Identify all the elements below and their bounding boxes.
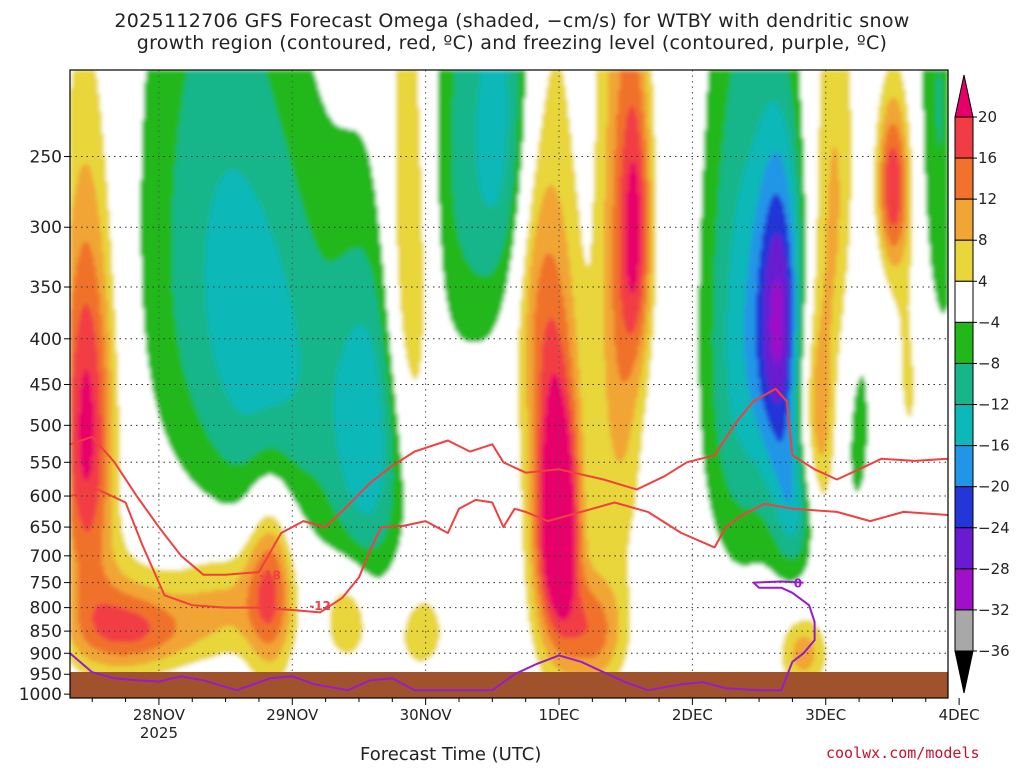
chart-subtitle: growth region (contoured, red, ºC) and f… <box>136 32 888 54</box>
x-axis-label: Forecast Time (UTC) <box>360 744 542 765</box>
colorbar-band <box>954 239 974 282</box>
y-tick-label: 500 <box>30 416 62 436</box>
y-axis: 2503003504004505005506006507007508008509… <box>19 148 70 705</box>
x-tick-label: 2DEC <box>672 706 713 724</box>
colorbar-label: −4 <box>978 313 1000 331</box>
y-tick-label: 650 <box>30 518 62 538</box>
colorbar-label: −36 <box>978 642 1010 660</box>
y-tick-label: 950 <box>30 665 62 685</box>
y-tick-label: 700 <box>30 547 62 567</box>
colorbar-label: −20 <box>978 478 1010 496</box>
colorbar-band <box>954 280 974 323</box>
colorbar-label: −12 <box>978 396 1010 414</box>
omega-field-image <box>70 70 948 698</box>
contour-label: -18 <box>259 569 281 583</box>
colorbar-band <box>954 527 974 570</box>
contour-line-0 <box>70 580 816 692</box>
y-tick-label: 400 <box>30 330 62 350</box>
colorbar-band <box>954 445 974 488</box>
x-tick-label: 28NOV <box>133 706 186 724</box>
colorbar-band <box>954 404 974 447</box>
colorbar-label: 20 <box>978 108 997 126</box>
colorbar-bottom-arrow <box>954 650 974 694</box>
y-tick-label: 550 <box>30 453 62 473</box>
y-tick-label: 900 <box>30 644 62 664</box>
colorbar-label: 8 <box>978 231 988 249</box>
contour-line--12 <box>70 488 948 614</box>
y-tick-label: 250 <box>30 148 62 168</box>
omega-shading <box>70 70 948 698</box>
y-tick-label: 1000 <box>19 685 62 705</box>
colorbar-band <box>954 568 974 611</box>
y-tick-label: 750 <box>30 574 62 594</box>
colorbar-label: 12 <box>978 190 997 208</box>
contour-line--18 <box>70 387 948 576</box>
colorbar-label: −8 <box>978 354 1000 372</box>
colorbar-label: −16 <box>978 437 1010 455</box>
x-tick-label: 4DEC <box>939 706 980 724</box>
colorbar-band <box>954 609 974 652</box>
colorbar: 20 16 12 8 4 −4 −8 −12 −16 −20 −24 −28 −32 −36 <box>954 74 1010 694</box>
terrain-band <box>70 672 948 698</box>
y-tick-label: 450 <box>30 375 62 395</box>
y-tick-label: 600 <box>30 487 62 507</box>
site-credit: coolwx.com/models <box>826 744 980 762</box>
colorbar-band <box>954 198 974 241</box>
colorbar-label: 16 <box>978 149 997 167</box>
contour-labels: -12 -18 0 <box>259 569 802 613</box>
colorbar-band <box>954 362 974 406</box>
colorbar-label: −24 <box>978 519 1010 537</box>
chart-title: 2025112706 GFS Forecast Omega (shaded, −… <box>114 10 910 32</box>
contour-label: 0 <box>794 577 802 591</box>
colorbar-label: −28 <box>978 560 1010 578</box>
x-tick-sublabel: 2025 <box>140 724 178 742</box>
x-tick-label: 1DEC <box>538 706 579 724</box>
colorbar-top-arrow <box>954 74 974 118</box>
contour-label: -12 <box>309 599 331 613</box>
y-tick-label: 800 <box>30 599 62 619</box>
colorbar-band <box>954 321 974 364</box>
x-tick-label: 30NOV <box>400 706 453 724</box>
colorbar-band <box>954 486 974 529</box>
x-tick-label: 3DEC <box>805 706 846 724</box>
colorbar-band <box>954 116 974 159</box>
y-tick-label: 850 <box>30 622 62 642</box>
y-tick-label: 300 <box>30 218 62 238</box>
colorbar-label: 4 <box>978 272 988 290</box>
x-tick-label: 29NOV <box>266 706 319 724</box>
y-tick-label: 350 <box>30 278 62 298</box>
temperature-contours <box>70 387 948 692</box>
colorbar-label: −32 <box>978 601 1010 619</box>
colorbar-band <box>954 157 974 200</box>
